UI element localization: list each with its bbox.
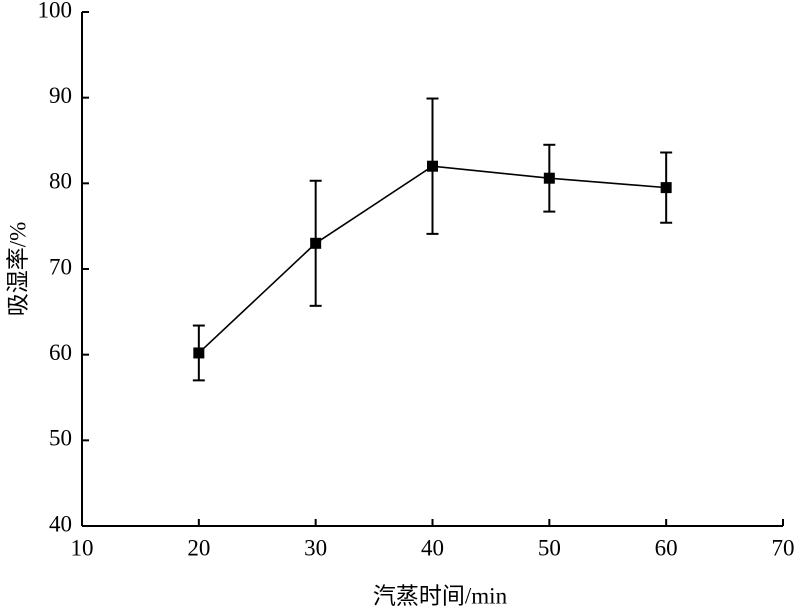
x-tick-label: 20	[187, 535, 210, 560]
y-tick-label: 40	[49, 511, 72, 536]
y-tick-label: 50	[49, 426, 72, 451]
y-tick-label: 60	[49, 340, 72, 365]
x-tick-label: 40	[421, 535, 444, 560]
y-tick-label: 80	[49, 169, 72, 194]
point	[310, 237, 322, 249]
x-tick-label: 10	[71, 535, 94, 560]
point	[193, 347, 205, 359]
point	[543, 172, 555, 184]
x-tick-label: 70	[772, 535, 795, 560]
y-axis-label: 吸湿率/%	[5, 222, 30, 317]
x-tick-label: 30	[304, 535, 327, 560]
point	[660, 182, 672, 194]
y-tick-label: 70	[49, 254, 72, 279]
x-tick-label: 50	[538, 535, 561, 560]
x-tick-label: 60	[655, 535, 678, 560]
y-tick-label: 90	[49, 83, 72, 108]
x-axis-label: 汽蒸时间/min	[373, 583, 508, 608]
point	[427, 160, 438, 172]
y-tick-label: 100	[38, 0, 73, 22]
